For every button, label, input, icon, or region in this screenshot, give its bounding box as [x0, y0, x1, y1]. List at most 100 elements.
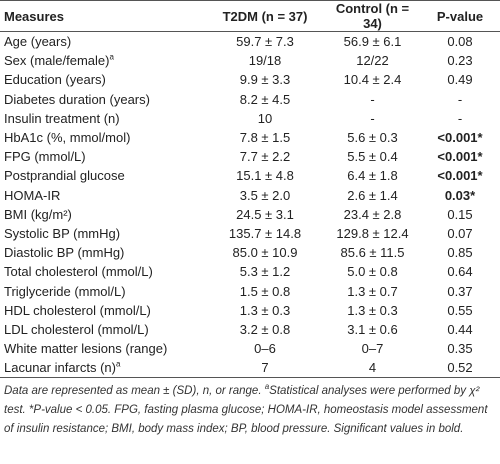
table-row: BMI (kg/m²) 24.5 ± 3.1 23.4 ± 2.8 0.15 [0, 205, 500, 224]
cell: 85.0 ± 10.9 [232, 245, 298, 261]
row-label-sup: a [109, 52, 114, 62]
row-label-cell: Education (years) [0, 70, 205, 89]
p-value-cell: 0.55 [447, 302, 473, 318]
row-label: Age (years) [4, 34, 72, 50]
cell: 1.5 ± 0.8 [239, 283, 291, 299]
cell: 4 [325, 358, 420, 379]
header-cell: T2DM (n = 37) [205, 0, 325, 32]
row-label-cell: HOMA-IR [0, 186, 205, 205]
cell: 5.5 ± 0.4 [347, 149, 398, 165]
p-value-cell: 0.08 [447, 34, 473, 50]
row-label: Education (years) [4, 72, 106, 88]
cell: 10.4 ± 2.4 [343, 72, 402, 88]
row-label-cell: Triglyceride (mmol/L) [0, 281, 205, 300]
cell: 23.4 ± 2.8 [343, 206, 402, 222]
cell: 7.7 ± 2.2 [239, 149, 291, 165]
cell: 0–6 [254, 341, 276, 357]
header-cell: Measures [0, 0, 205, 32]
cell: 7.8 ± 1.5 [239, 130, 291, 146]
row-label-cell: FPG (mmol/L) [0, 147, 205, 166]
row-label-cell: HDL cholesterol (mmol/L) [0, 301, 205, 320]
row-label: FPG (mmol/L) [4, 149, 86, 165]
table-row: Lacunar infarcts (n)a 7 4 0.52 [0, 358, 500, 379]
p-value-cell: <0.001* [437, 168, 483, 184]
cell: 24.5 ± 3.1 [236, 206, 294, 222]
cell: 135.7 ± 14.8 [228, 225, 302, 241]
p-value-cell: <0.001* [437, 149, 483, 165]
table-row: FPG (mmol/L) 7.7 ± 2.2 5.5 ± 0.4 <0.001* [0, 147, 500, 166]
p-value-cell: 0.07 [447, 225, 473, 241]
row-label-cell: BMI (kg/m²) [0, 205, 205, 224]
table-row: Systolic BP (mmHg) 135.7 ± 14.8 129.8 ± 12… [0, 224, 500, 243]
table-row: HbA1c (%, mmol/mol) 7.8 ± 1.5 5.6 ± 0.3 <0.… [0, 128, 500, 147]
row-label-cell: Lacunar infarcts (n)a [0, 358, 205, 379]
row-label-cell: White matter lesions (range) [0, 339, 205, 358]
header-row: Measures T2DM (n = 37) Control (n = 34) … [0, 0, 500, 32]
table-row: Age (years) 59.7 ± 7.3 56.9 ± 6.1 0.08 [0, 32, 500, 52]
row-label-cell: Age (years) [0, 32, 205, 52]
row-label: LDL cholesterol (mmol/L) [4, 321, 149, 337]
row-label-cell: LDL cholesterol (mmol/L) [0, 320, 205, 339]
row-label-cell: HbA1c (%, mmol/mol) [0, 128, 205, 147]
p-value-cell: 0.85 [447, 245, 473, 261]
row-label-cell: Total cholesterol (mmol/L) [0, 262, 205, 281]
header-cell: Control (n = 34) [325, 0, 420, 32]
p-value-cell: - [457, 91, 463, 107]
cell: 1.3 ± 0.3 [347, 302, 398, 318]
row-label-cell: Diabetes duration (years) [0, 90, 205, 109]
row-label-cell: Sex (male/female)a [0, 51, 205, 70]
p-value-cell: 0.15 [447, 206, 473, 222]
cell: - [370, 110, 375, 126]
row-label: Postprandial glucose [4, 168, 125, 184]
p-value-cell: 0.52 [420, 358, 500, 379]
table-row: HOMA-IR 3.5 ± 2.0 2.6 ± 1.4 0.03* [0, 186, 500, 205]
row-label: Insulin treatment (n) [4, 110, 120, 126]
p-value-cell: 0.44 [447, 321, 473, 337]
footnote-sup: a [264, 382, 270, 392]
cell: 129.8 ± 12.4 [336, 225, 409, 241]
row-label: BMI (kg/m²) [4, 206, 72, 222]
footnote-text: Statistical analyses were performed by χ… [4, 385, 488, 436]
cell: 2.6 ± 1.4 [347, 187, 398, 203]
table-body: Age (years) 59.7 ± 7.3 56.9 ± 6.1 0.08 Sex (… [0, 32, 500, 379]
cell: 56.9 ± 6.1 [343, 34, 402, 50]
p-value-cell: <0.001* [437, 130, 483, 146]
cell: 5.3 ± 1.2 [239, 264, 291, 280]
table-row: LDL cholesterol (mmol/L) 3.2 ± 0.8 3.1 ± 0… [0, 320, 500, 339]
cell: 0–7 [361, 341, 384, 357]
p-value-cell: 0.49 [447, 72, 473, 88]
p-value-cell: - [457, 110, 463, 126]
p-value-cell: 0.64 [447, 264, 473, 280]
table-row: Diastolic BP (mmHg) 85.0 ± 10.9 85.6 ± 11.… [0, 243, 500, 262]
row-label: Total cholesterol (mmol/L) [4, 264, 153, 280]
table-row: Insulin treatment (n) 10 - - [0, 109, 500, 128]
row-label: Sex (male/female) [4, 53, 110, 69]
cell: 5.0 ± 0.8 [347, 264, 398, 280]
row-label: Triglyceride (mmol/L) [4, 283, 126, 299]
row-label-cell: Systolic BP (mmHg) [0, 224, 205, 243]
p-value-cell: 0.03* [444, 187, 476, 203]
header-cell: P-value [420, 0, 500, 32]
cell: 19/18 [248, 53, 282, 69]
data-table: Measures T2DM (n = 37) Control (n = 34) … [0, 0, 500, 379]
row-label: HbA1c (%, mmol/mol) [4, 130, 131, 146]
table-row: Sex (male/female)a 19/18 12/22 0.23 [0, 51, 500, 70]
table-row: Diabetes duration (years) 8.2 ± 4.5 - - [0, 90, 500, 109]
cell: 3.2 ± 0.8 [239, 321, 291, 337]
row-label-cell: Insulin treatment (n) [0, 109, 205, 128]
cell: 7 [205, 358, 325, 379]
cell: 12/22 [356, 53, 389, 69]
table-row: Total cholesterol (mmol/L) 5.3 ± 1.2 5.0 ±… [0, 262, 500, 281]
cell: 15.1 ± 4.8 [236, 168, 294, 184]
table-row: HDL cholesterol (mmol/L) 1.3 ± 0.3 1.3 ± 0… [0, 301, 500, 320]
cell: 3.1 ± 0.6 [347, 321, 398, 337]
footnote: Data are represented as mean ± (SD), n, … [0, 378, 500, 439]
footnote-text: Data are represented as mean ± (SD), n, … [4, 385, 265, 398]
cell: 9.9 ± 3.3 [239, 72, 291, 88]
cell: 1.3 ± 0.3 [239, 302, 291, 318]
table-row: Education (years) 9.9 ± 3.3 10.4 ± 2.4 0.49 [0, 70, 500, 89]
cell: 1.3 ± 0.7 [347, 283, 398, 299]
row-label: HDL cholesterol (mmol/L) [4, 302, 151, 318]
cell: 3.5 ± 2.0 [239, 187, 291, 203]
